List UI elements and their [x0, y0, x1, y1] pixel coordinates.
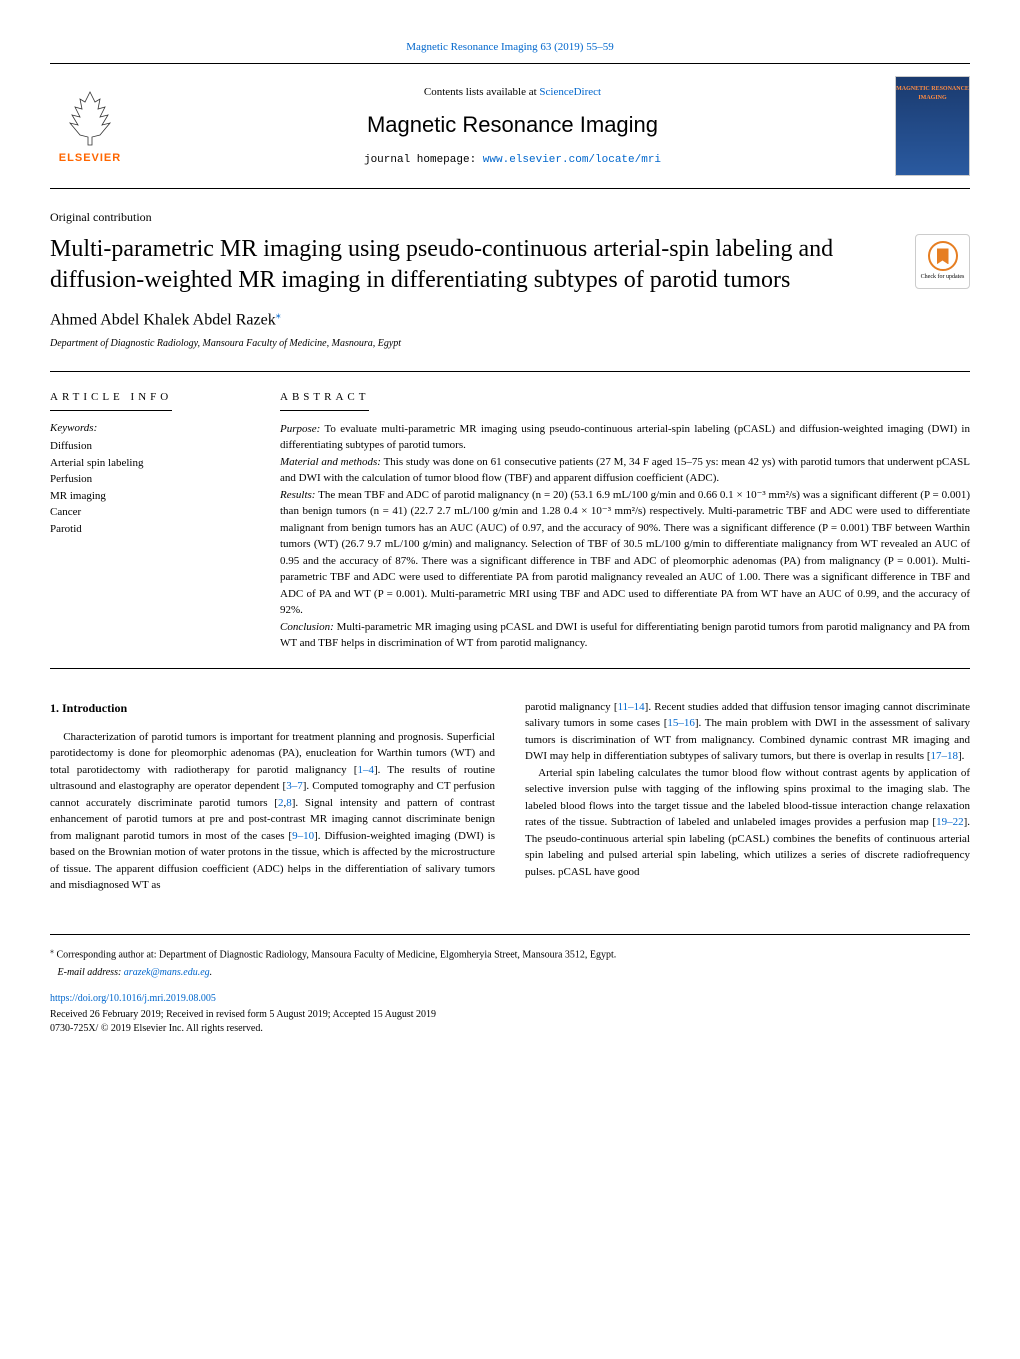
article-title: Multi-parametric MR imaging using pseudo…: [50, 234, 915, 296]
reference-link[interactable]: 11–14: [618, 701, 645, 713]
bookmark-icon: [937, 248, 949, 264]
journal-header: ELSEVIER Contents lists available at Sci…: [50, 63, 970, 189]
author-affiliation: Department of Diagnostic Radiology, Mans…: [50, 337, 970, 351]
body-text: Arterial spin labeling calculates the tu…: [525, 767, 970, 829]
keyword: Cancer: [50, 504, 250, 521]
reference-link[interactable]: 19–22: [936, 816, 964, 828]
body-paragraph: Characterization of parotid tumors is im…: [50, 729, 495, 894]
sciencedirect-link[interactable]: ScienceDirect: [539, 86, 601, 98]
keyword: Arterial spin labeling: [50, 455, 250, 472]
crossmark-icon: [928, 241, 958, 271]
reference-link[interactable]: 15–16: [667, 717, 695, 729]
abstract-body: Purpose: To evaluate multi-parametric MR…: [280, 421, 970, 652]
results-label: Results:: [280, 489, 315, 501]
conclusion-text: Multi-parametric MR imaging using pCASL …: [280, 621, 970, 650]
check-updates-label: Check for updates: [921, 273, 965, 281]
info-abstract-section: ARTICLE INFO Keywords: Diffusion Arteria…: [50, 371, 970, 668]
corresponding-text: Corresponding author at: Department of D…: [54, 949, 616, 960]
homepage-link[interactable]: www.elsevier.com/locate/mri: [483, 154, 661, 166]
copyright: 0730-725X/ © 2019 Elsevier Inc. All righ…: [50, 1022, 970, 1036]
purpose-label: Purpose:: [280, 423, 320, 435]
doi-line: https://doi.org/10.1016/j.mri.2019.08.00…: [50, 992, 970, 1006]
purpose-text: To evaluate multi-parametric MR imaging …: [280, 423, 970, 452]
right-column: parotid malignancy [11–14]. Recent studi…: [525, 699, 970, 894]
corresponding-author: ⁎ Corresponding author at: Department of…: [50, 945, 970, 962]
keyword: Perfusion: [50, 471, 250, 488]
body-paragraph: Arterial spin labeling calculates the tu…: [525, 765, 970, 881]
abstract-section: ABSTRACT Purpose: To evaluate multi-para…: [280, 388, 970, 651]
body-paragraph: parotid malignancy [11–14]. Recent studi…: [525, 699, 970, 765]
material-text: This study was done on 61 consecutive pa…: [280, 456, 970, 485]
corresponding-marker[interactable]: ⁎: [276, 310, 281, 321]
reference-link[interactable]: 17–18: [930, 750, 958, 762]
reference-link[interactable]: 9–10: [292, 830, 314, 842]
email-line: E-mail address: arazek@mans.edu.eg.: [50, 966, 970, 980]
material-label: Material and methods:: [280, 456, 381, 468]
keywords-label: Keywords:: [50, 421, 250, 436]
article-info: ARTICLE INFO Keywords: Diffusion Arteria…: [50, 388, 250, 651]
keyword: MR imaging: [50, 488, 250, 505]
conclusion-label: Conclusion:: [280, 621, 334, 633]
email-label: E-mail address:: [58, 967, 124, 978]
section-number: 1.: [50, 701, 59, 715]
left-column: 1. Introduction Characterization of paro…: [50, 699, 495, 894]
reference-link[interactable]: 3–7: [286, 780, 303, 792]
abstract-heading: ABSTRACT: [280, 390, 369, 410]
body-text: parotid malignancy [: [525, 701, 618, 713]
citation-link[interactable]: Magnetic Resonance Imaging 63 (2019) 55–…: [406, 41, 613, 53]
publisher-name: ELSEVIER: [59, 151, 121, 166]
header-center: Contents lists available at ScienceDirec…: [130, 85, 895, 169]
article-type: Original contribution: [50, 209, 970, 226]
check-updates-badge[interactable]: Check for updates: [915, 234, 970, 289]
author-name: Ahmed Abdel Khalek Abdel Razek⁎: [50, 309, 970, 332]
doi-link[interactable]: https://doi.org/10.1016/j.mri.2019.08.00…: [50, 993, 216, 1004]
journal-cover-thumbnail: MAGNETIC RESONANCE IMAGING: [895, 76, 970, 176]
journal-homepage: journal homepage: www.elsevier.com/locat…: [130, 153, 895, 168]
email-link[interactable]: arazek@mans.edu.eg: [124, 967, 210, 978]
results-text: The mean TBF and ADC of parotid malignan…: [280, 489, 970, 617]
keyword: Parotid: [50, 521, 250, 538]
citation-header: Magnetic Resonance Imaging 63 (2019) 55–…: [50, 40, 970, 55]
section-heading: 1. Introduction: [50, 699, 495, 717]
article-info-heading: ARTICLE INFO: [50, 390, 172, 410]
received-dates: Received 26 February 2019; Received in r…: [50, 1008, 970, 1022]
homepage-prefix: journal homepage:: [364, 154, 483, 166]
reference-link[interactable]: 2: [278, 797, 284, 809]
cover-title: MAGNETIC RESONANCE IMAGING: [896, 77, 969, 102]
page-footer: ⁎ Corresponding author at: Department of…: [50, 934, 970, 1036]
body-text: ].: [958, 750, 964, 762]
body-columns: 1. Introduction Characterization of paro…: [50, 699, 970, 894]
elsevier-tree-icon: [60, 87, 120, 147]
section-title: Introduction: [62, 701, 127, 715]
email-suffix: .: [210, 967, 213, 978]
contents-available: Contents lists available at ScienceDirec…: [130, 85, 895, 100]
title-row: Multi-parametric MR imaging using pseudo…: [50, 234, 970, 296]
reference-link[interactable]: 1–4: [357, 764, 374, 776]
publisher-logo: ELSEVIER: [50, 81, 130, 171]
contents-prefix: Contents lists available at: [424, 86, 539, 98]
keyword: Diffusion: [50, 438, 250, 455]
journal-title: Magnetic Resonance Imaging: [130, 110, 895, 141]
author-text: Ahmed Abdel Khalek Abdel Razek: [50, 311, 276, 328]
